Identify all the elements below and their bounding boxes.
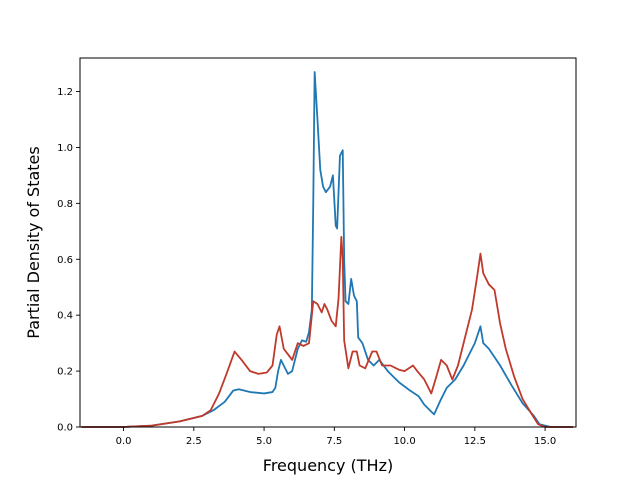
x-tick-label: 0.0 (116, 436, 132, 447)
series-lines (81, 71, 574, 428)
series-line-1 (81, 71, 574, 428)
x-tick-label: 2.5 (186, 436, 202, 447)
plot-frame (79, 57, 577, 428)
x-axis-ticks: 0.0 2.5 5.0 7.5 10.0 12.5 15.0 (116, 427, 556, 447)
x-tick-label: 12.5 (464, 436, 486, 447)
y-tick-label: 0.0 (57, 423, 73, 434)
y-axis-ticks: 0.0 0.2 0.4 0.6 0.8 1.0 1.2 (57, 87, 80, 434)
x-axis-label: Frequency (THz) (263, 456, 393, 475)
y-tick-label: 1.2 (57, 87, 73, 98)
y-tick-label: 0.2 (57, 367, 73, 378)
y-tick-label: 1.0 (57, 143, 73, 154)
y-tick-label: 0.6 (57, 255, 73, 266)
y-axis-label: Partial Density of States (24, 146, 43, 338)
x-tick-label: 15.0 (534, 436, 556, 447)
x-tick-label: 7.5 (326, 436, 342, 447)
x-tick-label: 5.0 (256, 436, 272, 447)
y-tick-label: 0.4 (57, 311, 73, 322)
series-line-2 (81, 236, 574, 428)
x-tick-label: 10.0 (393, 436, 415, 447)
plot-area (80, 58, 576, 427)
y-tick-label: 0.8 (57, 199, 73, 210)
